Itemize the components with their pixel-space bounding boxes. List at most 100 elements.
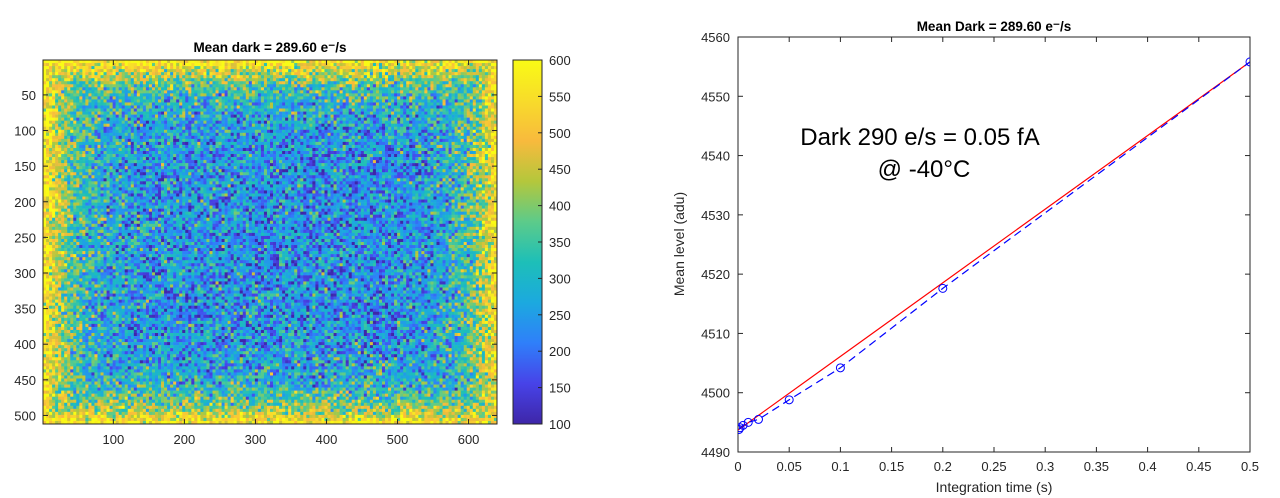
heatmap-cell xyxy=(288,151,291,154)
heatmap-cell xyxy=(376,115,379,118)
heatmap-cell xyxy=(452,121,455,124)
heatmap-cell xyxy=(107,90,110,93)
heatmap-cell xyxy=(488,81,491,84)
heatmap-cell xyxy=(476,124,479,127)
heatmap-cell xyxy=(479,127,482,130)
heatmap-cell xyxy=(101,142,104,145)
heatmap-cell xyxy=(107,63,110,66)
heatmap-cell xyxy=(258,81,261,84)
heatmap-cell xyxy=(382,145,385,148)
heatmap-cell xyxy=(394,115,397,118)
heatmap-cell xyxy=(113,112,116,115)
heatmap-cell xyxy=(340,90,343,93)
heatmap-cell xyxy=(170,69,173,72)
heatmap-cell xyxy=(470,69,473,72)
heatmap-cell xyxy=(149,66,152,69)
heatmap-cell xyxy=(279,78,282,81)
heatmap-cell xyxy=(467,112,470,115)
heatmap-cell xyxy=(488,142,491,145)
heatmap-cell xyxy=(200,63,203,66)
heatmap-cell xyxy=(361,148,364,151)
heatmap-cell xyxy=(273,75,276,78)
heatmap-cell xyxy=(46,127,49,130)
heatmap-cell xyxy=(91,69,94,72)
heatmap-cell xyxy=(391,69,394,72)
heatmap-cell xyxy=(455,127,458,130)
heatmap-cell xyxy=(285,78,288,81)
heatmap-cell xyxy=(131,112,134,115)
heatmap-cell xyxy=(246,136,249,139)
heatmap-cell xyxy=(222,118,225,121)
heatmap-cell xyxy=(406,142,409,145)
heatmap-cell xyxy=(249,124,252,127)
heatmap-cell xyxy=(464,154,467,157)
heatmap-cell xyxy=(433,115,436,118)
heatmap-cell xyxy=(455,112,458,115)
heatmap-cell xyxy=(70,112,73,115)
heatmap-cell xyxy=(443,78,446,81)
heatmap-cell xyxy=(315,96,318,99)
heatmap-cell xyxy=(146,160,149,163)
heatmap-cell xyxy=(97,90,100,93)
heatmap-cell xyxy=(149,145,152,148)
heatmap-cell xyxy=(306,75,309,78)
heatmap-cell xyxy=(470,72,473,75)
heatmap-cell xyxy=(415,84,418,87)
heatmap-cell xyxy=(415,99,418,102)
heatmap-cell xyxy=(367,75,370,78)
heatmap-cell xyxy=(479,136,482,139)
heatmap-cell xyxy=(436,124,439,127)
heatmap-cell xyxy=(188,154,191,157)
heatmap-cell xyxy=(346,148,349,151)
heatmap-cell xyxy=(191,151,194,154)
heatmap-cell xyxy=(134,72,137,75)
heatmap-cell xyxy=(101,157,104,160)
heatmap-cell xyxy=(276,127,279,130)
heatmap-cell xyxy=(433,69,436,72)
heatmap-cell xyxy=(255,75,258,78)
heatmap-cell xyxy=(140,102,143,105)
heatmap-cell xyxy=(104,109,107,112)
heatmap-cell xyxy=(331,139,334,142)
heatmap-cell xyxy=(276,142,279,145)
heatmap-cell xyxy=(491,118,494,121)
heatmap-cell xyxy=(294,151,297,154)
heatmap-cell xyxy=(464,96,467,99)
heatmap-cell xyxy=(337,109,340,112)
heatmap-cell xyxy=(376,109,379,112)
heatmap-cell xyxy=(94,142,97,145)
heatmap-cell xyxy=(488,145,491,148)
heatmap-cell xyxy=(188,78,191,81)
heatmap-cell xyxy=(382,69,385,72)
heatmap-cell xyxy=(188,136,191,139)
heatmap-cell xyxy=(234,118,237,121)
heatmap-cell xyxy=(340,93,343,96)
heatmap-cell xyxy=(352,106,355,109)
heatmap-cell xyxy=(315,145,318,148)
heatmap-cell xyxy=(479,148,482,151)
heatmap-cell xyxy=(273,136,276,139)
heatmap-cell xyxy=(467,106,470,109)
heatmap-cell xyxy=(164,118,167,121)
heatmap-cell xyxy=(267,121,270,124)
heatmap-cell xyxy=(464,124,467,127)
heatmap-cell xyxy=(91,72,94,75)
heatmap-cell xyxy=(173,69,176,72)
heatmap-panel: Mean dark = 289.60 e⁻/s 100 200 300 400 500 6… xyxy=(14,40,570,447)
heatmap-cell xyxy=(352,121,355,124)
heatmap-cell xyxy=(470,127,473,130)
heatmap-cell xyxy=(415,78,418,81)
heatmap-cell xyxy=(385,93,388,96)
heatmap-cell xyxy=(418,133,421,136)
heatmap-cell xyxy=(67,154,70,157)
heatmap-cell xyxy=(409,93,412,96)
heatmap-cell xyxy=(412,121,415,124)
heatmap-cell xyxy=(88,160,91,163)
heatmap-cell xyxy=(421,96,424,99)
heatmap-cell xyxy=(222,66,225,69)
heatmap-cell xyxy=(73,81,76,84)
heatmap-cell xyxy=(161,136,164,139)
heatmap-cell xyxy=(373,69,376,72)
heatmap-cell xyxy=(212,121,215,124)
heatmap-cell xyxy=(164,139,167,142)
